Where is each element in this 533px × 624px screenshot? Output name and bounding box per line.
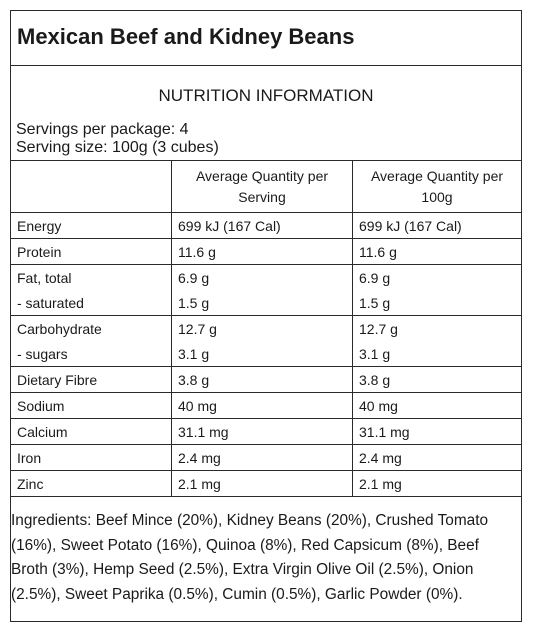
- table-row: Fat, total 6.9 g 6.9 g: [10, 264, 522, 290]
- table-header-per-serving: Average Quantity per Serving: [171, 160, 353, 213]
- table-row: Zinc 2.1 mg 2.1 mg: [10, 470, 522, 497]
- nutrition-heading: NUTRITION INFORMATION: [158, 86, 374, 105]
- per-serving-cell: 31.1 mg: [171, 418, 353, 445]
- per-100g-cell: 3.1 g: [352, 341, 522, 367]
- table-row: - saturated 1.5 g 1.5 g: [10, 290, 522, 316]
- per-serving-cell: 699 kJ (167 Cal): [171, 212, 353, 239]
- table-row: Iron 2.4 mg 2.4 mg: [10, 444, 522, 471]
- nutrient-name-cell: Carbohydrate: [10, 315, 172, 341]
- per-100g-cell: 2.1 mg: [352, 470, 522, 497]
- per-serving-cell: 1.5 g: [171, 290, 353, 316]
- per-100g-cell: 1.5 g: [352, 290, 522, 316]
- table-row: Energy 699 kJ (167 Cal) 699 kJ (167 Cal): [10, 212, 522, 239]
- product-title: Mexican Beef and Kidney Beans: [10, 10, 522, 66]
- table-row: - sugars 3.1 g 3.1 g: [10, 341, 522, 367]
- table-row: Carbohydrate 12.7 g 12.7 g: [10, 315, 522, 341]
- per-100g-cell: 11.6 g: [352, 238, 522, 265]
- servings-per-package: Servings per package: 4: [16, 121, 189, 138]
- per-serving-cell: 12.7 g: [171, 315, 353, 341]
- nutrient-name-cell: - sugars: [10, 341, 172, 367]
- per-serving-cell: 6.9 g: [171, 264, 353, 290]
- table-row: Protein 11.6 g 11.6 g: [10, 238, 522, 265]
- nutrient-name-cell: Sodium: [10, 392, 172, 419]
- nutrient-name-cell: - saturated: [10, 290, 172, 316]
- nutrient-name-cell: Energy: [10, 212, 172, 239]
- per-100g-cell: 3.8 g: [352, 366, 522, 393]
- per-100g-cell: 12.7 g: [352, 315, 522, 341]
- nutrient-name-cell: Calcium: [10, 418, 172, 445]
- nutrition-table: Average Quantity per Serving Average Qua…: [10, 160, 522, 497]
- per-100g-cell: 40 mg: [352, 392, 522, 419]
- table-row: Sodium 40 mg 40 mg: [10, 392, 522, 419]
- nutrient-name-cell: Dietary Fibre: [10, 366, 172, 393]
- per-100g-cell: 2.4 mg: [352, 444, 522, 471]
- per-100g-cell: 699 kJ (167 Cal): [352, 212, 522, 239]
- per-serving-cell: 3.1 g: [171, 341, 353, 367]
- nutrient-name-cell: Iron: [10, 444, 172, 471]
- per-serving-cell: 11.6 g: [171, 238, 353, 265]
- ingredients-text: Ingredients: Beef Mince (20%), Kidney Be…: [11, 512, 489, 603]
- table-header-row: Average Quantity per Serving Average Qua…: [10, 160, 522, 213]
- per-100g-cell: 6.9 g: [352, 264, 522, 290]
- per-serving-cell: 40 mg: [171, 392, 353, 419]
- per-serving-cell: 3.8 g: [171, 366, 353, 393]
- table-header-nutrient: [10, 160, 172, 213]
- nutrient-name-cell: Fat, total: [10, 264, 172, 290]
- table-header-per-100g: Average Quantity per 100g: [352, 160, 522, 213]
- serving-size: Serving size: 100g (3 cubes): [16, 139, 219, 156]
- nutrient-name-cell: Protein: [10, 238, 172, 265]
- table-row: Calcium 31.1 mg 31.1 mg: [10, 418, 522, 445]
- nutrient-name-cell: Zinc: [10, 470, 172, 497]
- table-row: Dietary Fibre 3.8 g 3.8 g: [10, 366, 522, 393]
- per-serving-cell: 2.1 mg: [171, 470, 353, 497]
- per-serving-cell: 2.4 mg: [171, 444, 353, 471]
- per-100g-cell: 31.1 mg: [352, 418, 522, 445]
